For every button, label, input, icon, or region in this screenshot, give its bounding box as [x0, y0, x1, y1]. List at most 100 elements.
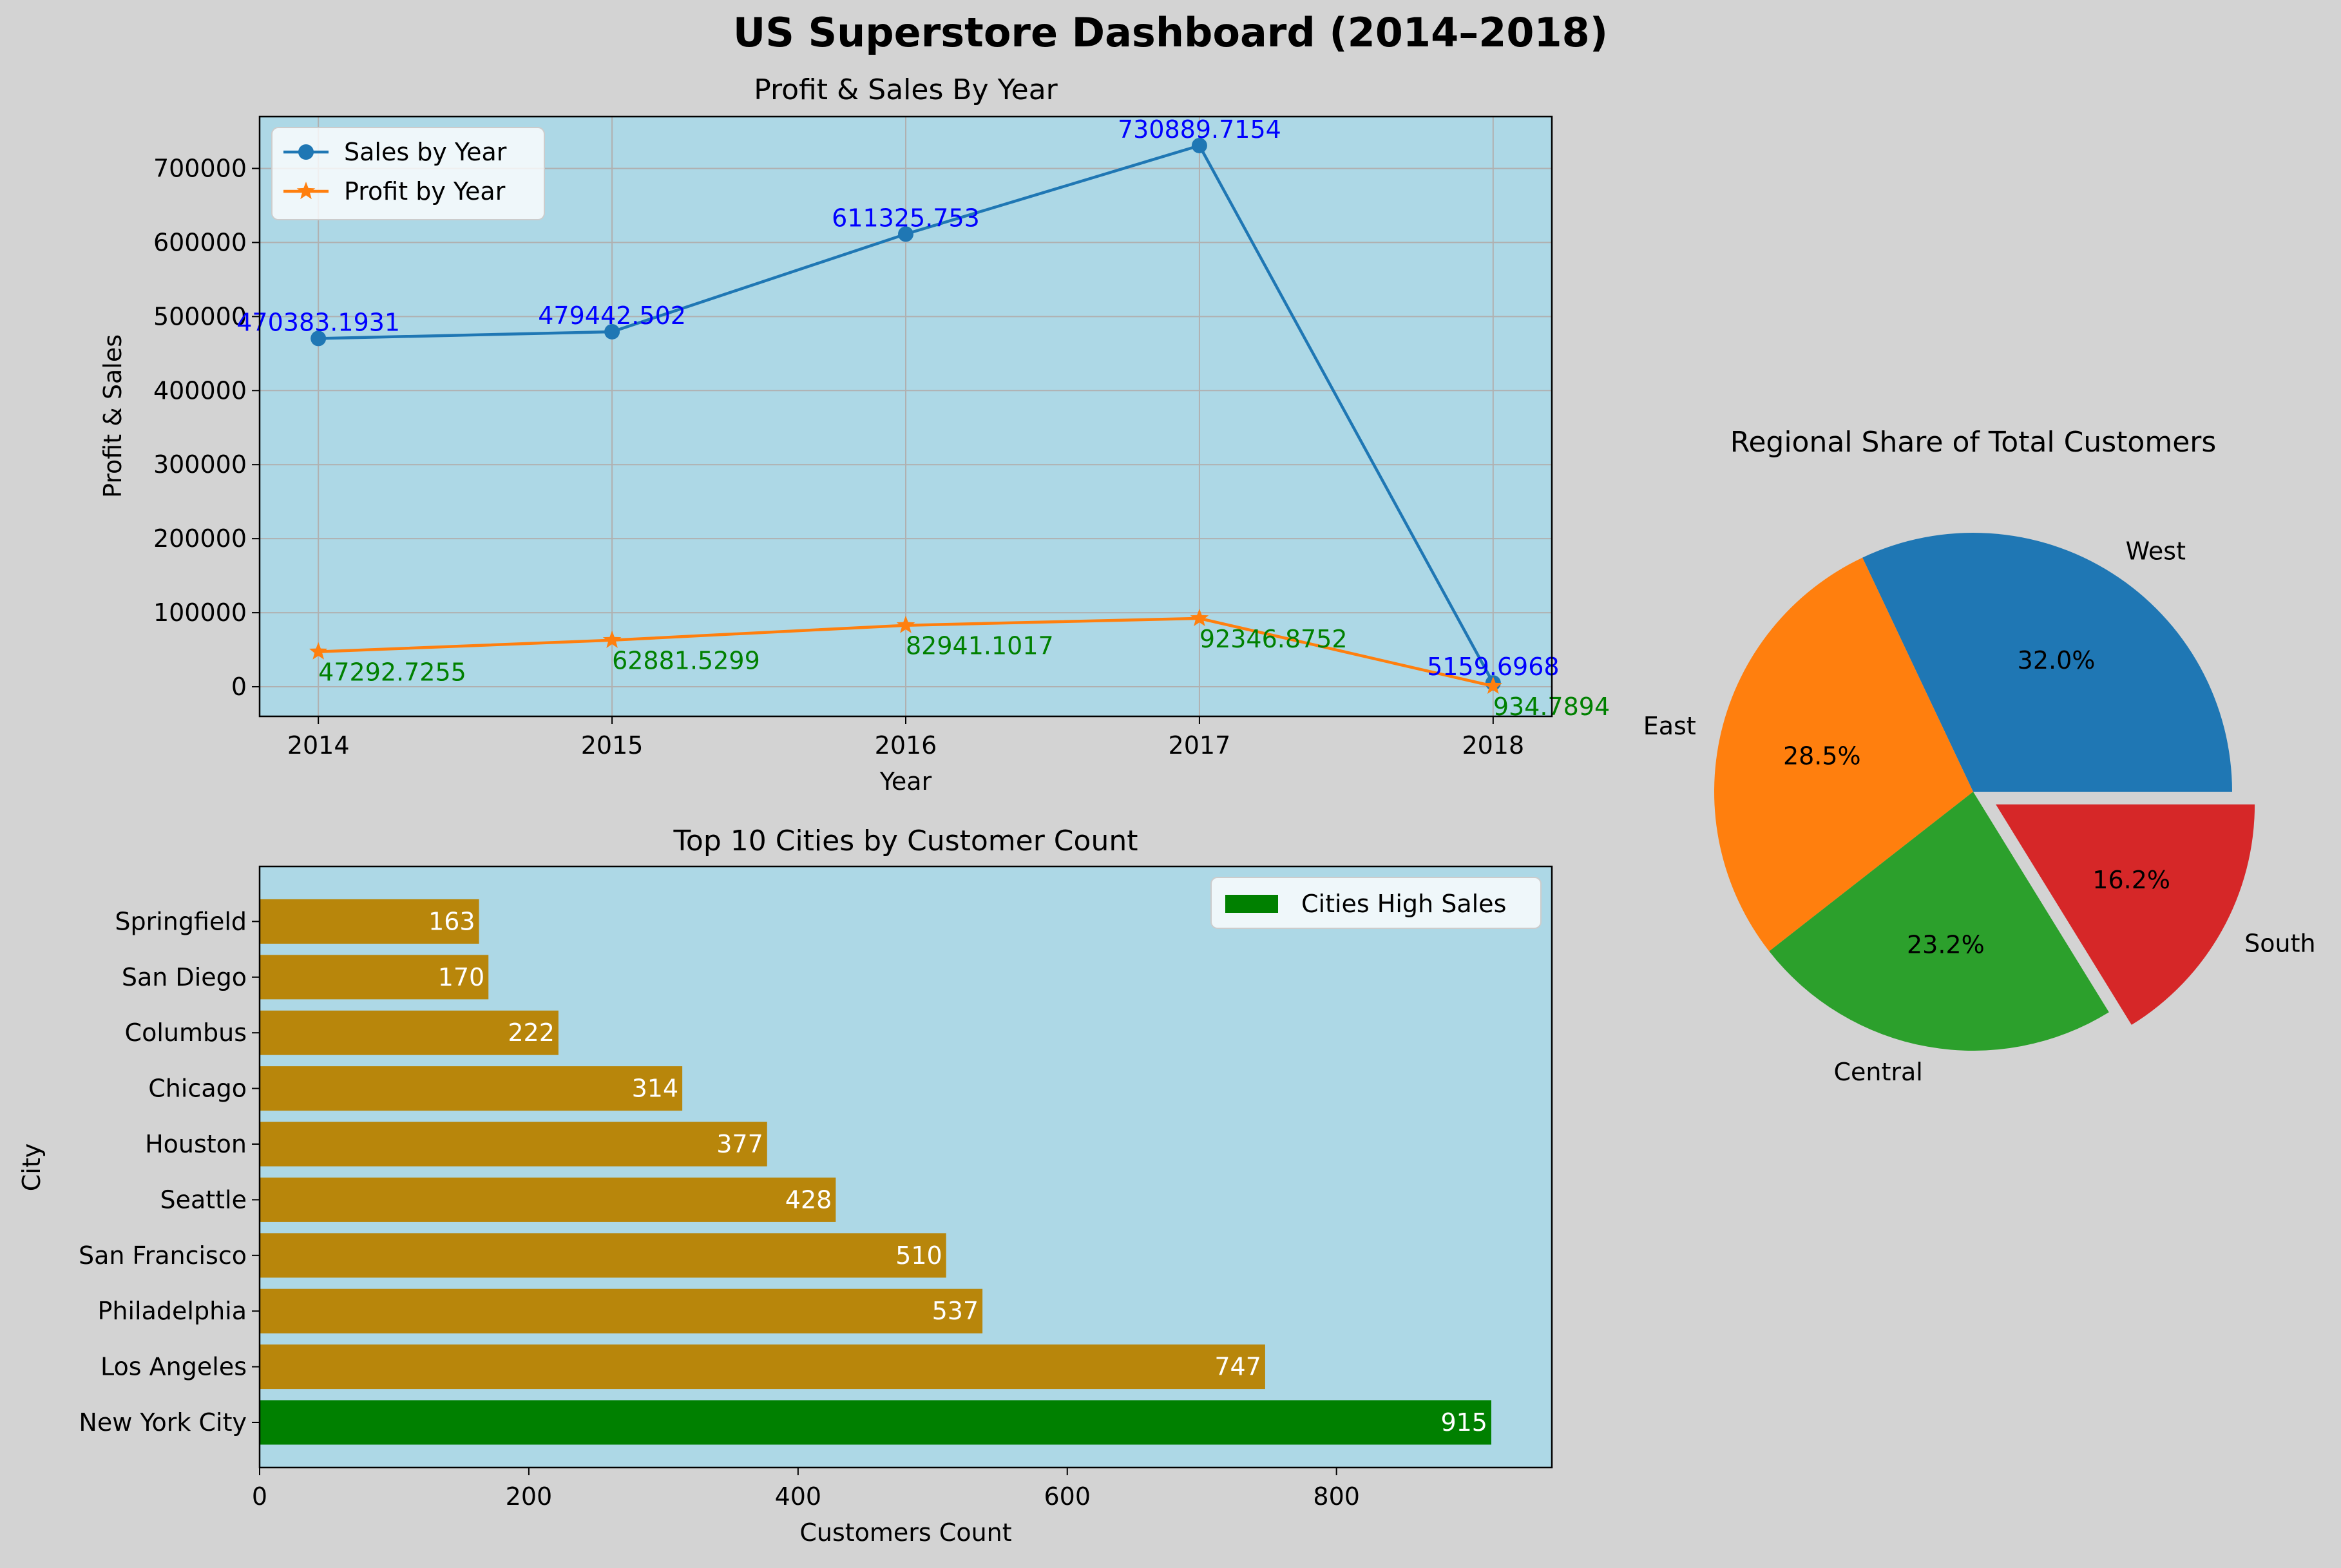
line-chart: 0 100000 200000 300000 400000 500000 600000 700… — [99, 73, 1610, 796]
pie-chart-title: Regional Share of Total Customers — [1730, 426, 2217, 459]
y-tick-label: 0 — [231, 673, 247, 701]
x-tick-label: 800 — [1313, 1482, 1360, 1511]
x-tick-label: 400 — [775, 1482, 822, 1511]
bar-chart-legend: Cities High Sales — [1210, 877, 1542, 929]
profit-data-label: 47292.7255 — [318, 658, 466, 687]
bar-value-label: 222 — [508, 1018, 555, 1047]
y-tick-label: 700000 — [153, 154, 247, 182]
y-tick-label: 100000 — [153, 598, 247, 627]
y-tick-label: 400000 — [153, 376, 247, 405]
bar-chart-category-ticks: New York City Los Angeles Philadelphia San … — [79, 907, 260, 1437]
bar-chart-title: Top 10 Cities by Customer Count — [673, 825, 1138, 857]
category-tick-label: Springfield — [115, 907, 247, 935]
line-chart-legend: Sales by Year Profit by Year — [271, 127, 545, 220]
profit-data-label: 92346.8752 — [1199, 625, 1348, 653]
pie-slices — [1714, 532, 2255, 1051]
profit-data-label: 82941.1017 — [906, 632, 1054, 660]
pie-chart: Regional Share of Total Customers 32.0% 2… — [1643, 426, 2316, 1086]
category-tick-label: Houston — [145, 1130, 247, 1158]
bar-value-label: 915 — [1440, 1408, 1487, 1437]
bar-value-label: 377 — [716, 1130, 763, 1158]
pie-percent-labels: 32.0% 28.5% 23.2% 16.2% — [1783, 646, 2170, 959]
pie-slice-south — [1996, 804, 2255, 1025]
pie-percent-west: 32.0% — [2018, 646, 2096, 674]
bar-springfield — [260, 899, 479, 944]
bar-value-label: 314 — [632, 1075, 679, 1103]
bar-houston — [260, 1122, 767, 1167]
x-tick-label: 2014 — [287, 731, 350, 760]
bar-value-label: 510 — [895, 1241, 942, 1270]
sales-point — [604, 323, 620, 339]
pie-slice-central — [1769, 792, 2109, 1051]
pie-category-labels: West East Central South — [1643, 537, 2316, 1086]
bar-value-label: 747 — [1214, 1353, 1261, 1381]
pie-percent-south: 16.2% — [2092, 866, 2170, 894]
line-chart-frame — [258, 115, 1553, 718]
line-chart-x-ticks: 2014 2015 2016 2017 2018 — [287, 716, 1524, 760]
pie-slice-east — [1714, 557, 1973, 951]
y-tick-label: 500000 — [153, 302, 247, 330]
pie-label-west: West — [2126, 537, 2186, 565]
category-tick-label: San Francisco — [79, 1241, 247, 1270]
bar-legend-label: Cities High Sales — [1301, 890, 1506, 918]
legend-profit-label: Profit by Year — [344, 177, 506, 206]
y-tick-label: 200000 — [153, 524, 247, 553]
bar-chart-value-labels: 915 747 537 510 428 377 314 222 170 163 — [428, 907, 1487, 1437]
legend-sales-label: Sales by Year — [344, 138, 507, 166]
x-tick-label: 0 — [252, 1482, 267, 1511]
bar-chicago — [260, 1066, 683, 1111]
x-tick-label: 2017 — [1169, 731, 1231, 760]
x-tick-label: 200 — [506, 1482, 553, 1511]
bar-chart-frame — [258, 865, 1553, 1469]
category-tick-label: San Diego — [122, 963, 247, 991]
profit-point — [896, 615, 915, 633]
dashboard-title: US Superstore Dashboard (2014–2018) — [732, 9, 1609, 56]
line-chart-series — [309, 137, 1503, 694]
category-tick-label: Los Angeles — [100, 1353, 247, 1381]
pie-percent-east: 28.5% — [1783, 741, 1861, 770]
bar-legend-box — [1210, 877, 1542, 929]
bar-chart-x-axis-label: Customers Count — [799, 1518, 1011, 1547]
bar-san-diego — [260, 955, 489, 1000]
bar-chart: 915 747 537 510 428 377 314 222 170 163 New York … — [17, 825, 1553, 1547]
sales-data-label: 479442.502 — [538, 301, 686, 330]
bar-value-label: 537 — [932, 1297, 979, 1325]
line-chart-title: Profit & Sales By Year — [754, 73, 1058, 106]
profit-point — [1190, 608, 1209, 626]
pie-label-south: South — [2244, 929, 2315, 957]
category-tick-label: Seattle — [160, 1185, 247, 1214]
y-tick-label: 300000 — [153, 450, 247, 479]
bar-value-label: 428 — [785, 1185, 832, 1214]
bar-value-label: 163 — [428, 907, 475, 935]
sales-point — [898, 226, 913, 242]
bar-columbus — [260, 1010, 559, 1055]
legend-profit-marker — [296, 182, 316, 200]
pie-percent-central: 23.2% — [1907, 930, 1985, 959]
profit-data-label: 62881.5299 — [612, 647, 760, 675]
category-tick-label: Philadelphia — [97, 1297, 247, 1325]
category-tick-label: New York City — [79, 1408, 247, 1437]
bar-value-label: 170 — [438, 963, 485, 991]
x-tick-label: 2015 — [581, 731, 644, 760]
category-tick-label: Columbus — [125, 1018, 247, 1047]
bar-los-angeles — [260, 1344, 1265, 1390]
profit-point — [309, 642, 328, 660]
x-tick-label: 2016 — [875, 731, 937, 760]
line-chart-y-axis-label: Profit & Sales — [99, 334, 127, 498]
sales-data-label: 611325.753 — [832, 204, 980, 232]
y-tick-label: 600000 — [153, 228, 247, 256]
line-chart-y-ticks: 0 100000 200000 300000 400000 500000 600000 700… — [153, 154, 260, 701]
category-tick-label: Chicago — [148, 1075, 247, 1103]
bar-legend-swatch — [1225, 895, 1278, 913]
sales-point — [311, 330, 327, 347]
bar-chart-bars — [260, 899, 1491, 1445]
pie-label-central: Central — [1833, 1058, 1922, 1086]
line-chart-x-axis-label: Year — [879, 767, 932, 796]
sales-data-label: 730889.7154 — [1118, 115, 1281, 144]
bar-chart-x-ticks: 0 200 400 600 800 — [252, 1468, 1360, 1511]
bar-new-york-city — [260, 1400, 1491, 1445]
profit-point — [1484, 676, 1503, 694]
bar-seattle — [260, 1177, 836, 1222]
sales-point — [1191, 137, 1207, 153]
